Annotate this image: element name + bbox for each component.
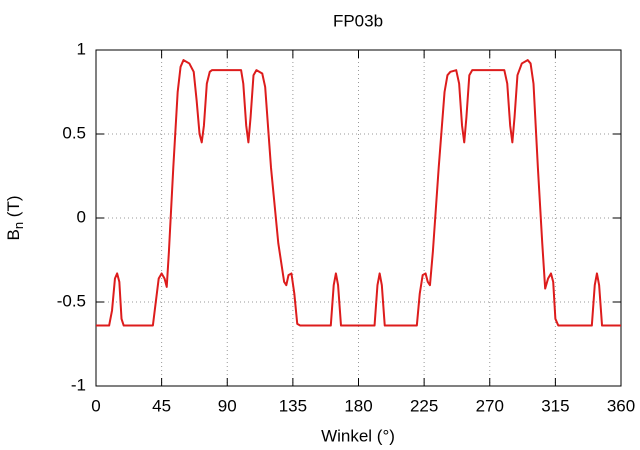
- x-tick-label: 360: [607, 396, 635, 415]
- x-tick-label: 270: [476, 396, 504, 415]
- y-label-base: B: [4, 229, 23, 240]
- x-tick-label: 135: [279, 396, 307, 415]
- x-tick-label: 45: [152, 396, 171, 415]
- y-tick-label: 1: [77, 39, 86, 58]
- y-label-unit: (T): [4, 195, 23, 221]
- x-tick-label: 180: [344, 396, 372, 415]
- data-line: [96, 59, 621, 327]
- y-tick-label: 0.5: [62, 123, 86, 142]
- x-tick-label: 315: [541, 396, 569, 415]
- y-tick-label: -1: [71, 375, 86, 394]
- y-label-sub: n: [11, 222, 26, 229]
- y-tick-label: 0: [77, 207, 86, 226]
- x-tick-label: 0: [91, 396, 100, 415]
- x-tick-label: 90: [218, 396, 237, 415]
- x-axis-label: Winkel (°): [321, 426, 395, 445]
- y-tick-label: -0.5: [57, 291, 86, 310]
- x-tick-label: 225: [410, 396, 438, 415]
- plot-border: [95, 49, 622, 387]
- chart-title: FP03b: [333, 11, 383, 30]
- y-axis-label: Bn (T): [4, 195, 26, 240]
